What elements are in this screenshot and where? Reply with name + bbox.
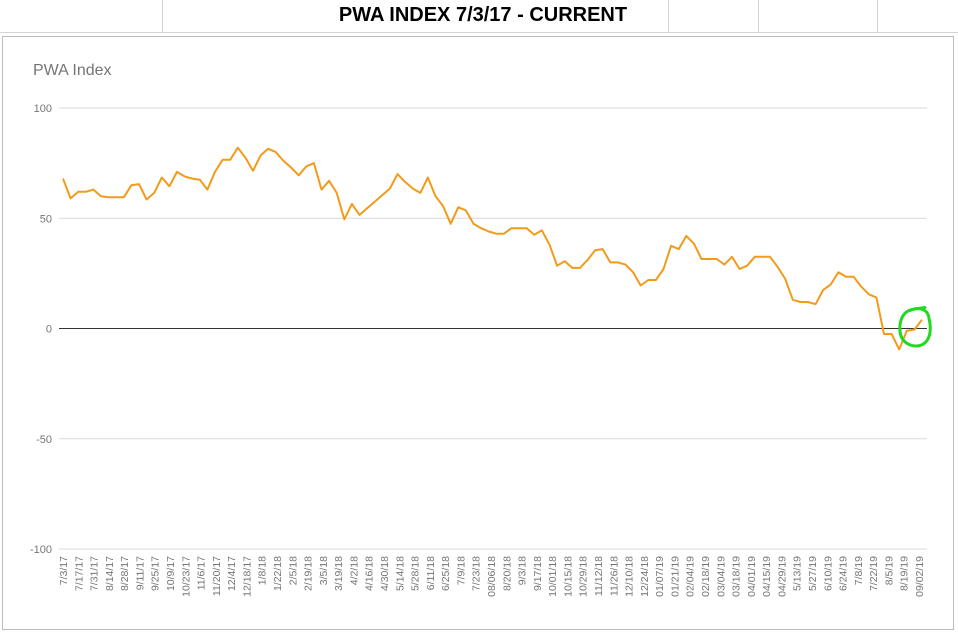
x-tick-label: 11/20/17 [211,556,223,596]
x-tick-label: 9/11/17 [134,556,146,590]
x-tick-label: 10/29/18 [578,556,590,597]
x-tick-label: 5/14/18 [394,556,406,591]
spreadsheet-grid [0,0,958,33]
x-tick-label: 8/28/17 [119,556,131,591]
x-tick-label: 8/19/19 [899,556,911,591]
x-tick-label: 04/01/19 [746,556,758,597]
x-tick-label: 4/16/18 [364,556,376,591]
annotations [898,306,932,348]
gridlines [59,107,927,550]
x-tick-label: 6/11/18 [425,556,437,590]
x-tick-label: 10/9/17 [165,556,177,591]
x-tick-label: 02/18/19 [700,556,712,597]
x-tick-label: 6/10/19 [822,556,834,591]
x-tick-label: 10/15/18 [562,556,574,597]
x-axis-labels: 7/3/17 7/17/17 7/31/17 8/14/17 8/28/17 9/11/1… [58,556,926,597]
y-tick-label: -100 [30,544,52,556]
x-tick-label: 1/22/18 [272,556,284,591]
y-axis-labels: 100 50 0 -50 -100 [30,103,52,556]
x-tick-label: 11/12/18 [593,556,605,596]
x-tick-label: 1/8/18 [257,556,269,585]
x-tick-label: 11/6/17 [196,556,208,590]
x-tick-label: 10/23/17 [180,556,192,597]
y-tick-label: 100 [34,103,52,115]
x-tick-label: 12/10/18 [624,556,636,597]
x-tick-label: 2/19/18 [303,556,315,591]
x-tick-label: 7/23/18 [471,556,483,591]
x-tick-label: 01/21/19 [669,556,681,597]
x-tick-label: 08/06/18 [486,556,498,597]
x-tick-label: 5/27/19 [807,556,819,591]
x-tick-label: 8/5/19 [883,556,895,585]
y-tick-label: -50 [36,434,52,446]
x-tick-label: 6/24/19 [838,556,850,591]
x-tick-label: 5/13/19 [792,556,804,591]
x-tick-label: 8/20/18 [501,556,513,591]
x-tick-label: 7/3/17 [58,556,70,585]
x-tick-label: 3/19/18 [333,556,345,591]
x-tick-label: 01/07/19 [654,556,666,597]
x-tick-label: 7/8/19 [853,556,865,585]
y-tick-label: 0 [46,324,52,336]
x-tick-label: 6/25/18 [440,556,452,591]
x-tick-label: 3/5/18 [318,556,330,585]
x-tick-label: 5/28/18 [410,556,422,591]
y-tick-label: 50 [40,213,52,225]
x-tick-label: 8/14/17 [104,556,116,591]
x-tick-label: 12/18/17 [241,556,253,597]
chart-title: PWA Index [33,62,112,79]
x-tick-label: 12/4/17 [226,556,238,591]
x-tick-label: 09/02/19 [914,556,926,597]
x-tick-label: 9/25/17 [150,556,162,591]
x-tick-label: 03/04/19 [715,556,727,597]
x-tick-label: 11/26/18 [608,556,620,596]
x-tick-label: 04/15/19 [761,556,773,597]
x-tick-label: 7/22/19 [868,556,880,591]
x-tick-label: 9/17/18 [532,556,544,591]
x-tick-label: 12/24/18 [639,556,651,597]
x-tick-label: 04/29/19 [776,556,788,597]
green-circle-annotation [898,306,932,348]
x-tick-label: 4/30/18 [379,556,391,591]
x-tick-label: 7/17/17 [73,556,85,591]
chart-frame[interactable] [2,36,954,630]
x-tick-label: 02/04/19 [685,556,697,597]
series-lines [62,146,923,351]
x-tick-label: 2/5/18 [287,556,299,585]
x-tick-label: 7/9/18 [455,556,467,585]
x-tick-label: 9/3/18 [517,556,529,585]
x-tick-label: 4/2/18 [348,556,360,585]
series-line [62,146,923,351]
x-tick-label: 10/01/18 [547,556,559,597]
x-tick-label: 03/18/19 [731,556,743,597]
sheet-title: PWA INDEX 7/3/17 - CURRENT [338,4,628,26]
x-tick-label: 7/31/17 [89,556,101,591]
